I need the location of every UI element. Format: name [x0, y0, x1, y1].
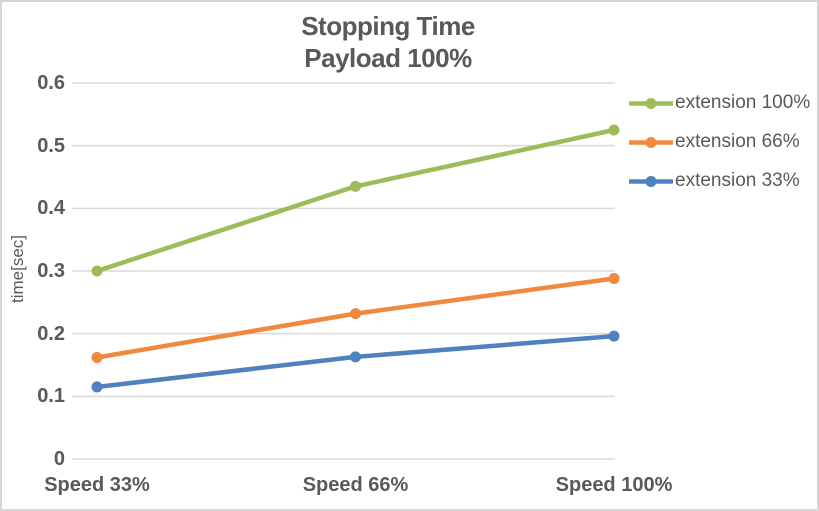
y-tick-label: 0.1 [37, 385, 65, 408]
chart-subtitle: Payload 100% [304, 43, 472, 73]
y-tick-label: 0.3 [37, 260, 65, 282]
legend: extension 100% extension 66% extension 33% [629, 92, 810, 192]
data-point-marker [91, 265, 103, 277]
data-point-marker [608, 273, 620, 285]
data-point-marker [350, 180, 361, 192]
data-point-marker [608, 124, 620, 136]
data-point-marker [350, 351, 361, 363]
legend-label: extension 66% [675, 131, 800, 152]
y-tick-label: 0 [53, 448, 65, 470]
series-line-extension-100- [94, 127, 617, 274]
legend-label: extension 33% [675, 170, 800, 191]
legend-line-marker-icon [629, 97, 673, 109]
x-axis-category-label: Speed 33% [44, 474, 150, 496]
legend-line-marker-icon [629, 136, 673, 148]
data-point-marker [91, 351, 103, 363]
data-point-marker [350, 308, 361, 320]
chart-title: Stopping Time [301, 11, 475, 41]
legend-line-marker-icon [629, 175, 673, 187]
y-tick-label: 0.4 [37, 197, 65, 220]
chart-title-block: Stopping Time Payload 100% [138, 10, 638, 74]
y-tick-label: 0.5 [37, 134, 65, 157]
legend-item: extension 33% [629, 170, 810, 192]
y-tick-label: 0.2 [37, 322, 65, 345]
y-tick-label: 0.6 [37, 72, 65, 94]
x-axis-category-label: Speed 100% [555, 474, 673, 496]
legend-item: extension 100% [629, 92, 810, 114]
x-axis-category-label: Speed 66% [302, 474, 409, 496]
legend-label: extension 100% [675, 92, 811, 113]
data-point-marker [91, 381, 103, 393]
data-point-marker [608, 330, 620, 342]
legend-item: extension 66% [629, 131, 810, 153]
